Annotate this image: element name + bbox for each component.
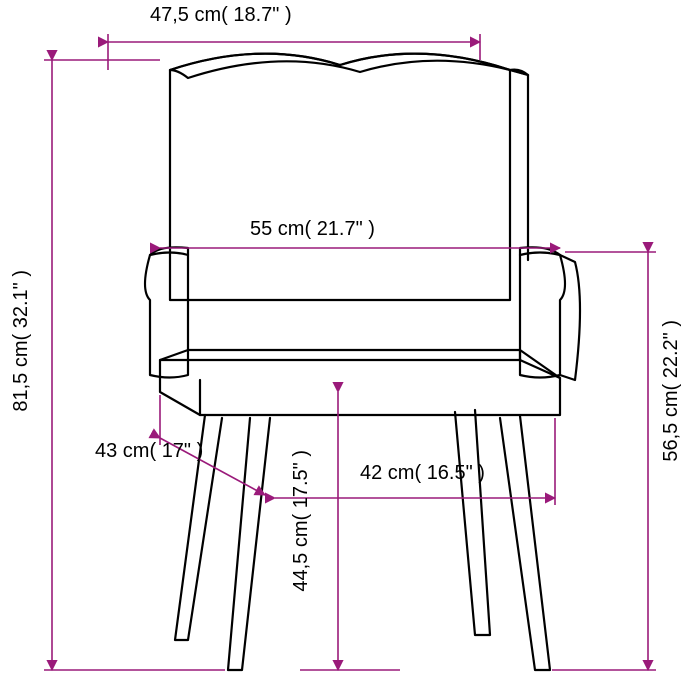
label-arm-height: 56,5 cm( 22.2" ) — [660, 320, 683, 462]
chair-diagram — [0, 0, 700, 700]
label-total-height: 81,5 cm( 32.1" ) — [10, 270, 33, 412]
label-seat-width: 42 cm( 16.5" ) — [360, 462, 485, 485]
label-seat-depth: 43 cm( 17" ) — [95, 440, 203, 463]
label-arm-width: 55 cm( 21.7" ) — [250, 218, 375, 241]
label-seat-height: 44,5 cm( 17.5" ) — [290, 450, 313, 592]
label-top-width: 47,5 cm( 18.7" ) — [150, 4, 292, 27]
